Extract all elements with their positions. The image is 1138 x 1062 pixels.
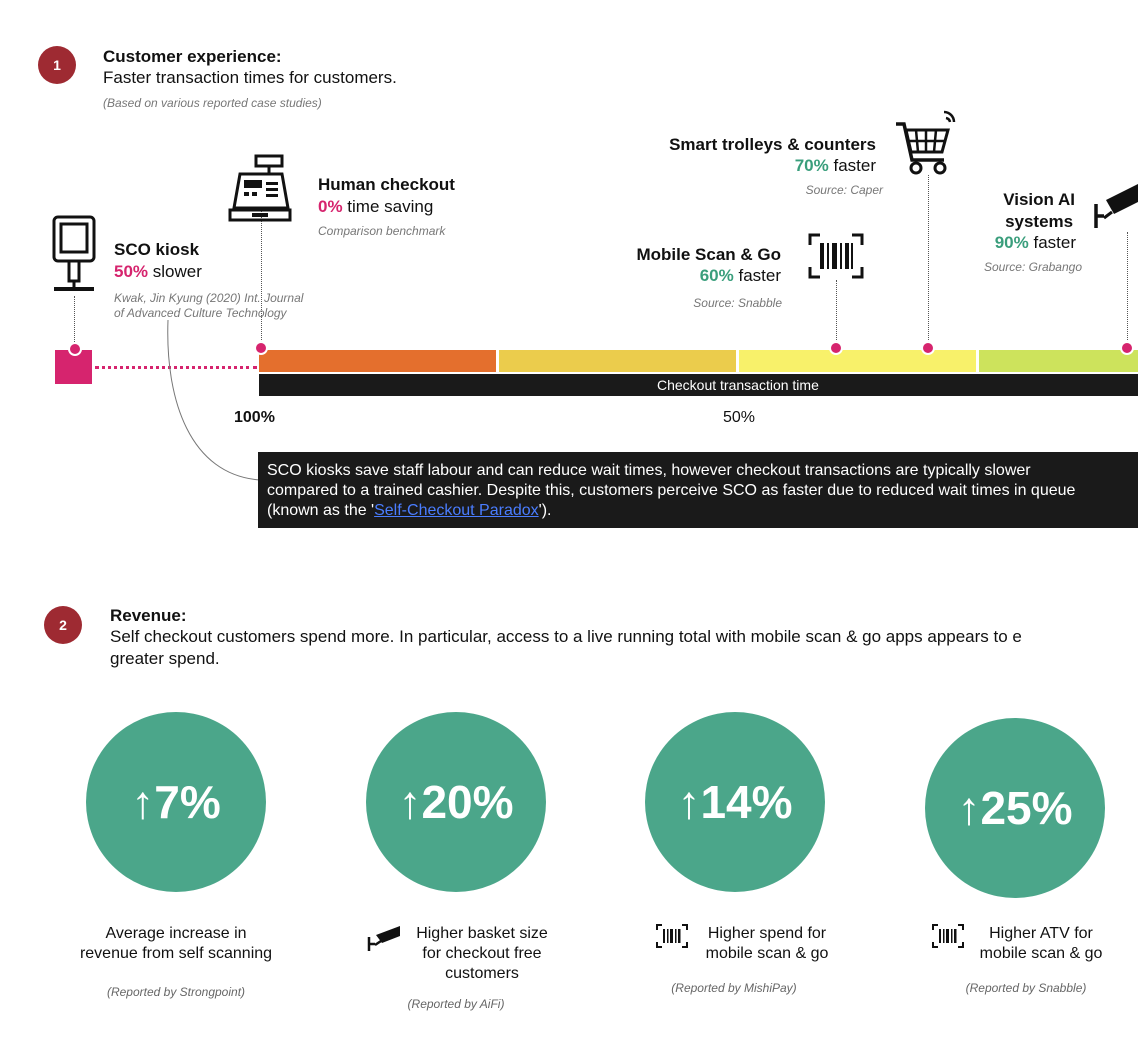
section-1-title: Customer experience: [103, 47, 282, 66]
stat-desc-aifi: Higher basket size for checkout free cus… [404, 924, 560, 984]
smart-trolley-source: Source: Caper [805, 183, 883, 197]
stat-value-mishipay: ↑14% [677, 776, 793, 828]
stat-desc-strongpoint-line2: revenue from self scanning [79, 945, 273, 962]
section-2-text-line1: Self checkout customers spend more. In p… [110, 627, 1022, 646]
stat-value-strongpoint: ↑7% [131, 776, 221, 828]
data-point-human-checkout [254, 341, 268, 355]
smart-trolley-percent: 70% [794, 156, 829, 175]
sco-kiosk-connector [74, 296, 75, 348]
stat-circle-aifi: ↑20% [366, 712, 546, 892]
data-point-mobile-scan [829, 341, 843, 355]
stat-source-snabble: (Reported by Snabble) [965, 981, 1087, 995]
mobile-scan-percent: 60% [699, 266, 734, 285]
stat-desc-snabble-line1: Higher ATV for [989, 925, 1093, 942]
cash-register-icon [228, 154, 292, 222]
barcode-icon [932, 924, 964, 948]
section-2-badge: 2 [44, 606, 82, 644]
stat-source-mishipay: (Reported by MishiPay) [671, 981, 797, 995]
kiosk-icon [52, 215, 96, 291]
mobile-scan-title: Mobile Scan & Go [636, 245, 781, 264]
stat-desc-strongpoint: Average increase in revenue from self sc… [56, 924, 296, 964]
bar-segment-2 [499, 350, 736, 372]
human-checkout-title: Human checkout [318, 175, 455, 194]
sco-kiosk-dotted-line [95, 366, 257, 369]
stat-circle-mishipay: ↑14% [645, 712, 825, 892]
x-axis-bar: Checkout transaction time [259, 374, 1138, 396]
section-2-text-line2: greater spend. [110, 649, 220, 668]
stat-desc-aifi-line3: customers [445, 965, 519, 982]
mobile-scan-source: Source: Snabble [693, 296, 782, 310]
smart-trolley-suffix: faster [828, 156, 876, 175]
section-2-title: Revenue: [110, 606, 187, 625]
sco-kiosk-value: 50% slower [114, 262, 202, 282]
data-point-vision-ai [1120, 341, 1134, 355]
data-point-sco-kiosk [68, 342, 82, 356]
stat-source-strongpoint: (Reported by Strongpoint) [106, 985, 246, 999]
barcode-icon [808, 233, 864, 279]
camera-icon [367, 926, 400, 951]
bar-segment-1 [259, 350, 496, 372]
vision-ai-title-line2: systems [1005, 212, 1074, 231]
vision-ai-source: Source: Grabango [983, 260, 1082, 274]
section-1-note: (Based on various reported case studies) [103, 96, 322, 110]
mobile-scan-suffix: faster [733, 266, 781, 285]
stat-desc-strongpoint-line1: Average increase in [105, 925, 247, 942]
barcode-icon [656, 924, 688, 948]
tick-label-100: 100% [234, 409, 275, 426]
x-axis-label: Checkout transaction time [657, 377, 819, 393]
stat-desc-aifi-line1: Higher basket size [416, 925, 548, 942]
vision-ai-title: Vision AI systems [1003, 189, 1075, 233]
smart-trolley-title: Smart trolleys & counters [669, 135, 876, 154]
stat-desc-mishipay: Higher spend for mobile scan & go [692, 924, 842, 964]
vision-ai-connector [1127, 232, 1128, 348]
section-1-subtitle: Faster transaction times for customers. [103, 68, 397, 87]
callout-line-3: (known as the 'Self-Checkout Paradox'). [267, 501, 1138, 521]
human-checkout-connector [261, 210, 262, 348]
stat-value-aifi: ↑20% [398, 776, 514, 828]
sco-kiosk-source-line1: Kwak, Jin Kyung (2020) Int. Journal [114, 291, 304, 305]
tick-label-50: 50% [723, 409, 756, 426]
camera-icon [1094, 184, 1138, 228]
vision-ai-percent: 90% [994, 233, 1029, 252]
callout-line-3-pre: (known as the ' [267, 502, 375, 519]
stat-source-aifi: (Reported by AiFi) [407, 997, 505, 1011]
stat-value-snabble: ↑25% [957, 782, 1073, 834]
stat-desc-aifi-line2: for checkout free [422, 945, 542, 962]
stat-desc-snabble-line2: mobile scan & go [979, 945, 1103, 962]
bar-segment-3 [739, 350, 976, 372]
callout-line-1: SCO kiosks save staff labour and can red… [267, 462, 1031, 479]
vision-ai-suffix: faster [1028, 233, 1076, 252]
callout-line-3-post: '). [538, 502, 552, 519]
section-1-badge: 1 [38, 46, 76, 84]
stat-desc-mishipay-line1: Higher spend for [707, 925, 827, 942]
smart-cart-icon [896, 110, 956, 175]
sco-kiosk-percent: 50% [114, 262, 149, 281]
self-checkout-paradox-callout: SCO kiosks save staff labour and can red… [258, 452, 1138, 528]
callout-line-2: compared to a trained cashier. Despite t… [267, 482, 1076, 499]
sco-kiosk-title: SCO kiosk [114, 240, 200, 259]
stat-circle-strongpoint: ↑7% [86, 712, 266, 892]
sco-kiosk-suffix: slower [148, 262, 202, 281]
stat-desc-snabble: Higher ATV for mobile scan & go [966, 924, 1116, 964]
smart-trolley-connector [928, 175, 929, 348]
human-checkout-value: 0% time saving [318, 197, 433, 217]
mobile-scan-connector [836, 280, 837, 348]
vision-ai-title-line1: Vision AI [1003, 190, 1075, 209]
smart-trolley-value: 70% faster [795, 156, 876, 176]
sco-kiosk-source: Kwak, Jin Kyung (2020) Int. Journal of A… [114, 291, 303, 321]
data-point-smart-trolley [921, 341, 935, 355]
callout-connector [167, 320, 261, 481]
stat-desc-mishipay-line2: mobile scan & go [705, 945, 829, 962]
vision-ai-value: 90% faster [995, 233, 1076, 253]
mobile-scan-value: 60% faster [700, 266, 781, 286]
human-checkout-source: Comparison benchmark [318, 224, 446, 238]
bar-segment-4 [979, 350, 1138, 372]
human-checkout-suffix: time saving [342, 197, 434, 216]
self-checkout-paradox-link[interactable]: Self-Checkout Paradox [374, 502, 539, 519]
human-checkout-percent: 0% [318, 197, 343, 216]
sco-kiosk-source-line2: of Advanced Culture Technology [114, 306, 287, 320]
stat-circle-snabble: ↑25% [925, 718, 1105, 898]
